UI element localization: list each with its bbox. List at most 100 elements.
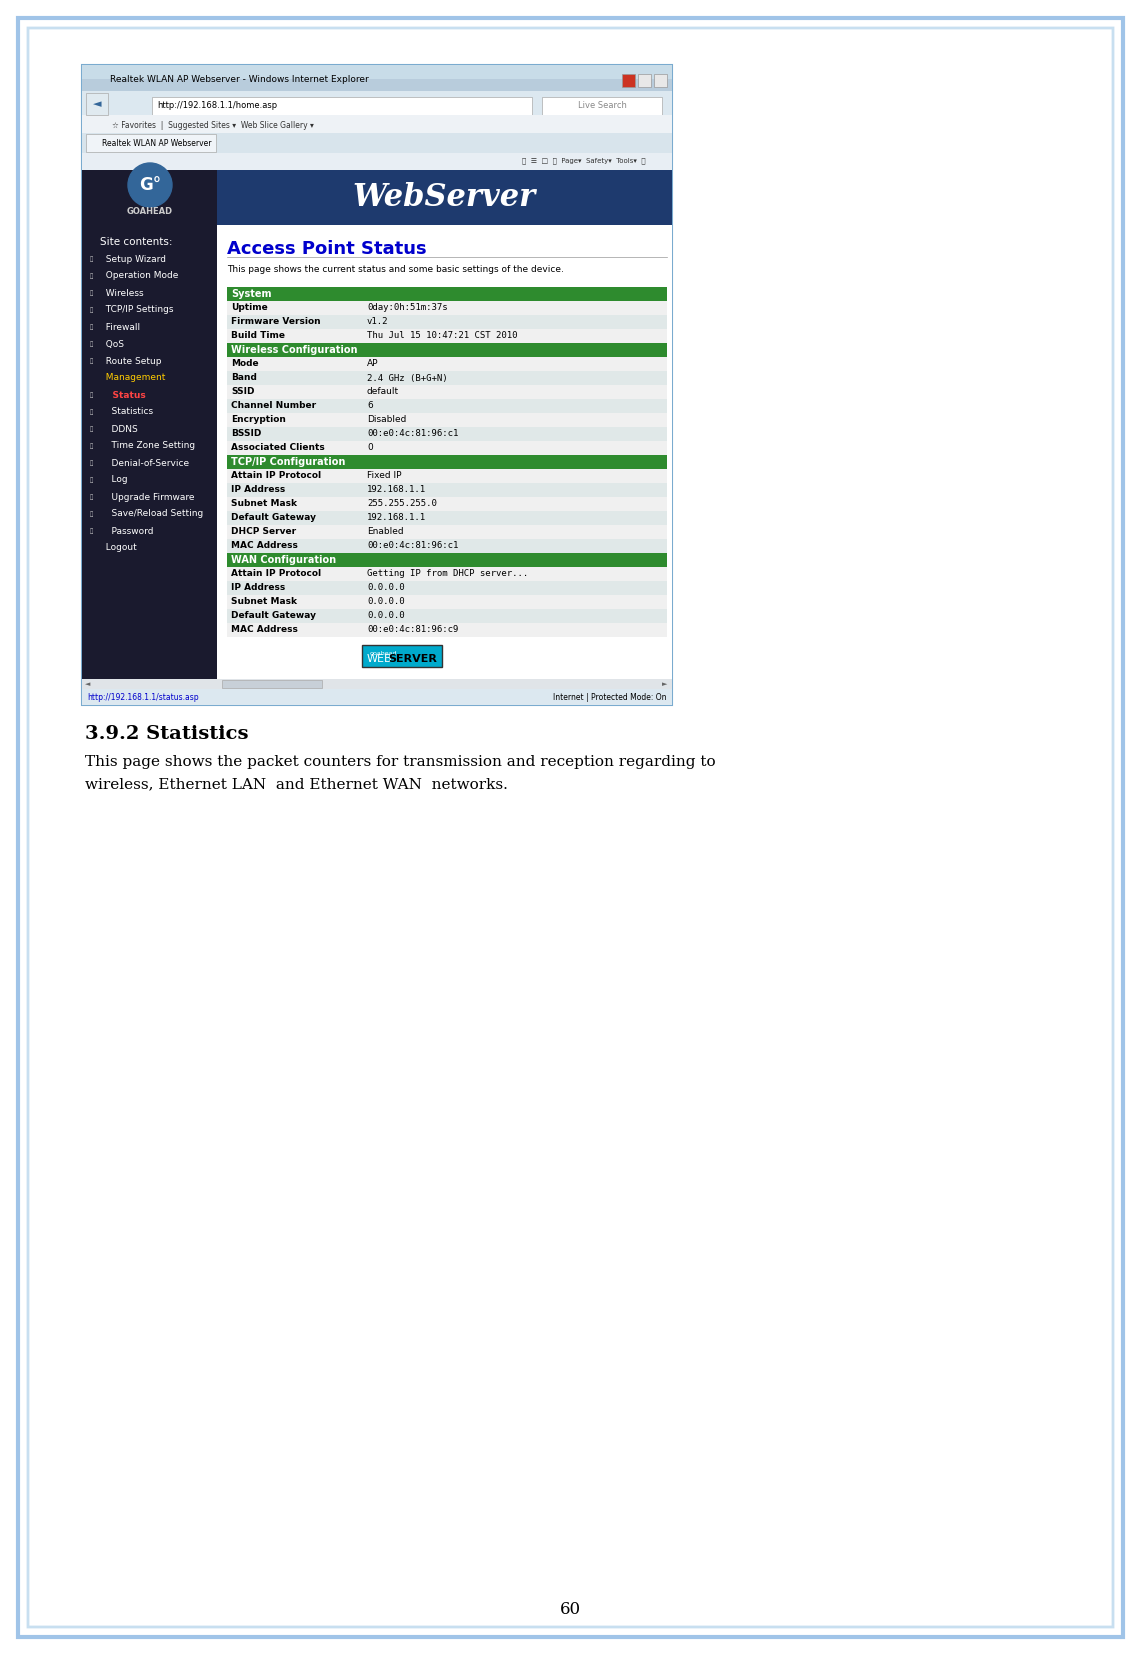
- Bar: [362, 645, 442, 667]
- Text: 0day:0h:51m:37s: 0day:0h:51m:37s: [367, 303, 447, 313]
- Bar: [82, 152, 672, 170]
- Text: Default Gateway: Default Gateway: [230, 611, 316, 621]
- Text: TCP/IP Settings: TCP/IP Settings: [100, 306, 173, 314]
- Text: Internet | Protected Mode: On: Internet | Protected Mode: On: [553, 692, 667, 702]
- Bar: [227, 455, 667, 468]
- Bar: [227, 301, 667, 314]
- Text: 📄: 📄: [90, 341, 94, 348]
- Text: AP: AP: [367, 359, 379, 369]
- Bar: [227, 483, 667, 496]
- Bar: [638, 74, 652, 88]
- Text: This page shows the current status and some basic settings of the device.: This page shows the current status and s…: [227, 265, 564, 275]
- Text: 📄: 📄: [90, 324, 94, 329]
- Text: 0.0.0.0: 0.0.0.0: [367, 584, 405, 592]
- Text: Attain IP Protocol: Attain IP Protocol: [230, 569, 321, 579]
- Text: ◄: ◄: [84, 680, 90, 687]
- Text: http://192.168.1.1/home.asp: http://192.168.1.1/home.asp: [157, 101, 277, 111]
- Bar: [217, 225, 672, 705]
- Bar: [227, 414, 667, 427]
- Bar: [227, 286, 667, 301]
- Text: Uptime: Uptime: [230, 303, 268, 313]
- Bar: [82, 65, 672, 705]
- Text: v1.2: v1.2: [367, 318, 388, 326]
- Text: Site contents:: Site contents:: [100, 237, 172, 247]
- Text: MAC Address: MAC Address: [230, 541, 298, 551]
- Text: IP Address: IP Address: [230, 485, 285, 495]
- Text: Associated Clients: Associated Clients: [230, 444, 325, 452]
- Text: WebServer: WebServer: [353, 182, 535, 212]
- Text: Logout: Logout: [100, 543, 137, 553]
- Text: 00:e0:4c:81:96:c1: 00:e0:4c:81:96:c1: [367, 541, 459, 551]
- Text: 📄: 📄: [90, 273, 94, 278]
- Text: IP Address: IP Address: [230, 584, 285, 592]
- Bar: [152, 98, 532, 114]
- Text: 60: 60: [559, 1602, 581, 1619]
- Text: 0: 0: [367, 444, 373, 452]
- Text: Attain IP Protocol: Attain IP Protocol: [230, 472, 321, 480]
- Text: TCP/IP Configuration: TCP/IP Configuration: [230, 457, 346, 467]
- Bar: [227, 386, 667, 399]
- Text: 📄: 📄: [90, 392, 94, 397]
- Bar: [227, 468, 667, 483]
- Bar: [86, 93, 108, 114]
- Text: Password: Password: [100, 526, 154, 536]
- Bar: [227, 496, 667, 511]
- Text: 00:e0:4c:81:96:c9: 00:e0:4c:81:96:c9: [367, 626, 459, 634]
- Text: Realtek WLAN AP Webserver - Windows Internet Explorer: Realtek WLAN AP Webserver - Windows Inte…: [110, 74, 369, 83]
- Bar: [654, 74, 667, 88]
- Text: Save/Reload Setting: Save/Reload Setting: [100, 510, 203, 518]
- Bar: [227, 568, 667, 581]
- Text: Firmware Version: Firmware Version: [230, 318, 321, 326]
- Text: G°: G°: [139, 175, 161, 194]
- Text: 6: 6: [367, 402, 373, 410]
- Bar: [227, 609, 667, 622]
- Text: Status: Status: [100, 391, 146, 399]
- Text: WAN Configuration: WAN Configuration: [230, 554, 337, 564]
- Bar: [82, 65, 672, 93]
- Text: System: System: [230, 290, 272, 300]
- Text: Mode: Mode: [230, 359, 259, 369]
- Text: 255.255.255.0: 255.255.255.0: [367, 500, 437, 508]
- Bar: [227, 329, 667, 343]
- Text: Enabled: Enabled: [367, 528, 404, 536]
- Bar: [217, 170, 672, 225]
- Text: Firewall: Firewall: [100, 323, 140, 331]
- Bar: [227, 525, 667, 540]
- Bar: [227, 511, 667, 525]
- Text: 2.4 GHz (B+G+N): 2.4 GHz (B+G+N): [367, 374, 447, 382]
- Text: Upgrade Firmware: Upgrade Firmware: [100, 493, 194, 501]
- Bar: [227, 371, 667, 386]
- Bar: [227, 357, 667, 371]
- Text: Wireless Configuration: Wireless Configuration: [230, 344, 357, 356]
- Bar: [82, 170, 217, 705]
- Text: Channel Number: Channel Number: [230, 402, 316, 410]
- Text: Fixed IP: Fixed IP: [367, 472, 402, 480]
- Text: 📄: 📄: [90, 495, 94, 500]
- Text: 📄: 📄: [90, 444, 94, 449]
- Text: Route Setup: Route Setup: [100, 356, 162, 366]
- Text: QoS: QoS: [100, 339, 124, 349]
- FancyBboxPatch shape: [18, 18, 1123, 1637]
- Text: Getting IP from DHCP server...: Getting IP from DHCP server...: [367, 569, 528, 579]
- Bar: [227, 399, 667, 414]
- Text: Statistics: Statistics: [100, 407, 153, 417]
- Bar: [227, 343, 667, 357]
- Text: 📄: 📄: [90, 511, 94, 516]
- Text: Log: Log: [100, 475, 128, 485]
- Bar: [227, 440, 667, 455]
- Text: SERVER: SERVER: [388, 654, 437, 664]
- Bar: [622, 74, 636, 88]
- Bar: [82, 132, 672, 152]
- Text: Default Gateway: Default Gateway: [230, 513, 316, 523]
- Text: Access Point Status: Access Point Status: [227, 240, 427, 258]
- Text: ◄: ◄: [92, 99, 102, 109]
- Text: Encryption: Encryption: [230, 415, 286, 424]
- Text: 📄: 📄: [90, 409, 94, 415]
- Text: MAC Address: MAC Address: [230, 626, 298, 634]
- Bar: [227, 596, 667, 609]
- Text: 00:e0:4c:81:96:c1: 00:e0:4c:81:96:c1: [367, 430, 459, 439]
- Text: WEB: WEB: [367, 654, 393, 664]
- Bar: [227, 622, 667, 637]
- Text: 📄: 📄: [90, 528, 94, 535]
- Text: default: default: [367, 387, 399, 397]
